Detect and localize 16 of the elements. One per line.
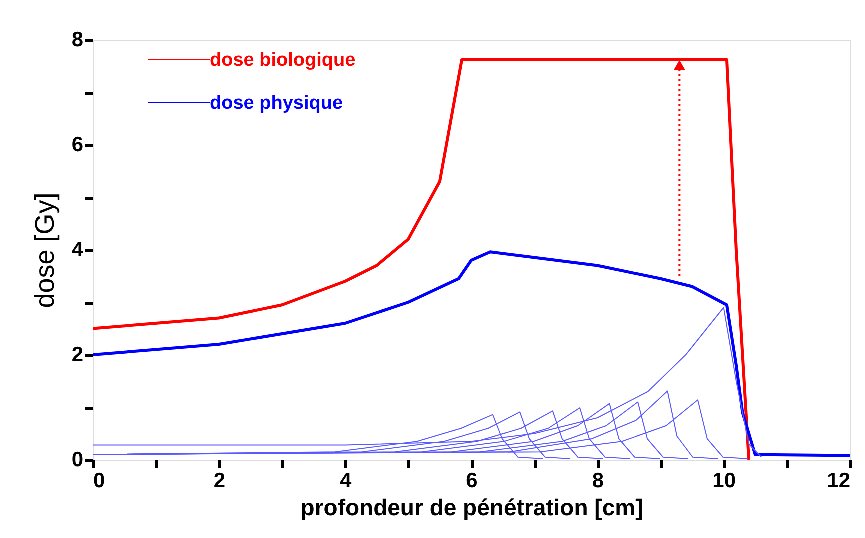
x-tick-label: 2	[214, 470, 226, 492]
legend-label: dose physique	[210, 93, 344, 114]
y-tick-label: 8	[72, 28, 84, 52]
x-tick-label: 4	[340, 470, 352, 492]
y-tick-label: 6	[72, 134, 84, 156]
y-tick-label: 0	[72, 448, 84, 472]
y-axis-title: dose [Gy]	[30, 192, 60, 308]
x-tick-label: 8	[592, 470, 604, 492]
y-tick-label: 2	[72, 344, 84, 366]
x-tick-label: 10	[712, 470, 736, 492]
x-tick-label: 0	[94, 470, 106, 492]
legend-label: dose biologique	[210, 50, 356, 71]
x-axis-title: profondeur de pénétration [cm]	[300, 494, 644, 520]
y-tick-label: 4	[72, 238, 84, 262]
x-tick-label: 6	[466, 470, 478, 492]
x-tick-label: 12	[827, 470, 850, 492]
